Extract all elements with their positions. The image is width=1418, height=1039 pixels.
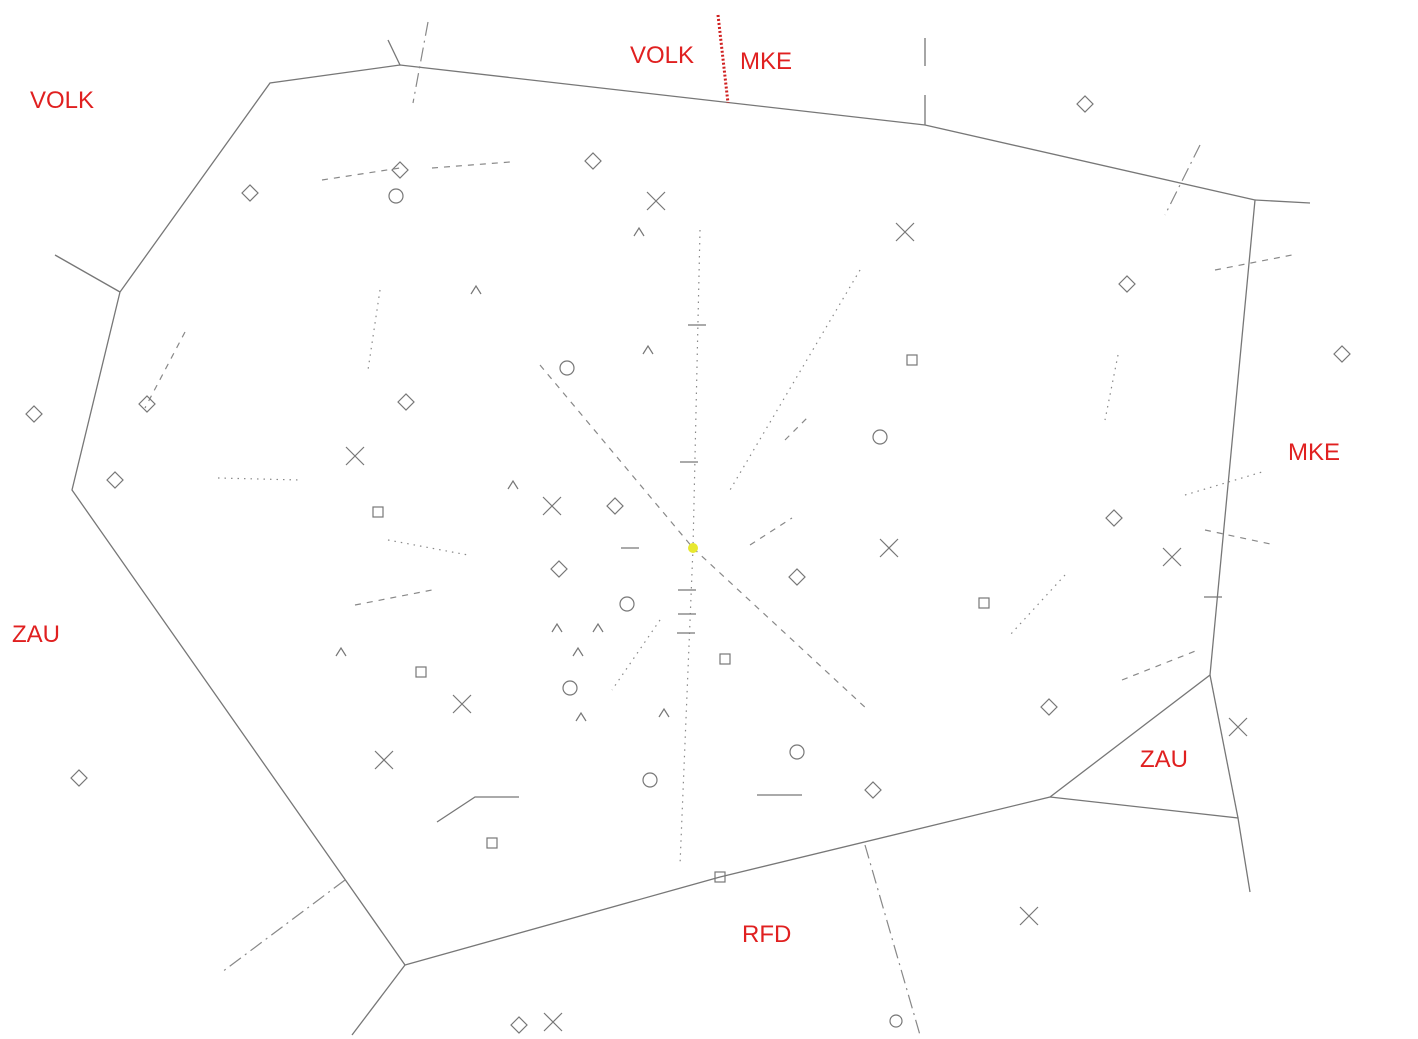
diamond [606, 497, 624, 515]
route [217, 477, 301, 481]
diamond [241, 184, 259, 202]
fix-square [486, 837, 498, 849]
route [539, 364, 694, 549]
diamond [106, 471, 124, 489]
intersection [1019, 906, 1039, 926]
waypoint-caret [633, 226, 645, 237]
route [611, 619, 661, 691]
fix-circle [388, 188, 404, 204]
waypoint-caret [575, 711, 587, 722]
fix-square [714, 871, 726, 883]
route [784, 414, 811, 441]
boundaries [54, 14, 1311, 1036]
route [679, 547, 694, 866]
diamond [138, 395, 156, 413]
waypoint-caret [642, 344, 654, 355]
route [367, 289, 381, 371]
diamond [550, 560, 568, 578]
diamond [70, 769, 88, 787]
diamond [1333, 345, 1351, 363]
sector-label: ZAU [12, 621, 60, 648]
route [354, 589, 433, 606]
diamond [788, 568, 806, 586]
airway [1164, 144, 1201, 216]
intersection [879, 538, 899, 558]
diamond [391, 161, 409, 179]
route [1184, 471, 1263, 496]
route [387, 539, 469, 556]
fix-square [372, 506, 384, 518]
route [144, 331, 186, 409]
sector-label: ZAU [1140, 746, 1188, 773]
sector-label: VOLK [630, 42, 694, 69]
sector-label: MKE [1288, 439, 1340, 466]
waypoint-caret [572, 646, 584, 657]
routes [144, 161, 1293, 866]
intersection [345, 446, 365, 466]
diamond [1040, 698, 1058, 716]
airport-marker [688, 543, 698, 553]
intersection [1162, 547, 1182, 567]
route [1104, 354, 1119, 421]
route [431, 161, 511, 169]
fix-square [978, 597, 990, 609]
waypoint-caret [470, 284, 482, 295]
fix-circle [872, 429, 888, 445]
waypoint-caret [658, 707, 670, 718]
fix-circle [619, 596, 635, 612]
navaids [25, 95, 1351, 1034]
intersection [452, 694, 472, 714]
intersection [1228, 717, 1248, 737]
sector-labels: VOLK VOLK MKE MKE ZAU ZAU RFD [12, 42, 1340, 948]
airway [864, 844, 921, 1036]
route [321, 167, 401, 181]
boundary-line [1209, 674, 1239, 819]
sector-label: RFD [742, 921, 791, 948]
route [692, 229, 701, 549]
red-boundary [716, 14, 730, 104]
fix-circle [559, 360, 575, 376]
route [692, 547, 869, 711]
intersection [542, 496, 562, 516]
route [1214, 254, 1293, 271]
sector-label: MKE [740, 48, 792, 75]
sector-label: VOLK [30, 87, 94, 114]
diamond [1076, 95, 1094, 113]
boundary-line [387, 39, 401, 66]
intersection [543, 1012, 563, 1032]
route [1009, 574, 1066, 636]
fix-circle [889, 1014, 903, 1028]
boundary-line [1254, 199, 1311, 204]
diamond [510, 1016, 528, 1034]
fix-square [719, 653, 731, 665]
diamond [25, 405, 43, 423]
waypoint-caret [507, 479, 519, 490]
intersection [895, 222, 915, 242]
fix-circle [642, 772, 658, 788]
airway [412, 21, 429, 104]
boundary-line [436, 796, 519, 823]
fix-circle [789, 744, 805, 760]
fix-square [415, 666, 427, 678]
diamond [584, 152, 602, 170]
diamond [1105, 509, 1123, 527]
boundary-line [351, 964, 406, 1036]
waypoint-caret [592, 622, 604, 633]
intersection [374, 750, 394, 770]
fix-square [906, 354, 918, 366]
waypoint-caret [551, 622, 563, 633]
diamond [1118, 275, 1136, 293]
boundary-line [54, 254, 121, 293]
diamond [397, 393, 415, 411]
waypoint-caret [335, 646, 347, 657]
fix-circle [562, 680, 578, 696]
route [1121, 649, 1199, 681]
diamond [864, 781, 882, 799]
intersection [646, 191, 666, 211]
route [749, 517, 793, 546]
